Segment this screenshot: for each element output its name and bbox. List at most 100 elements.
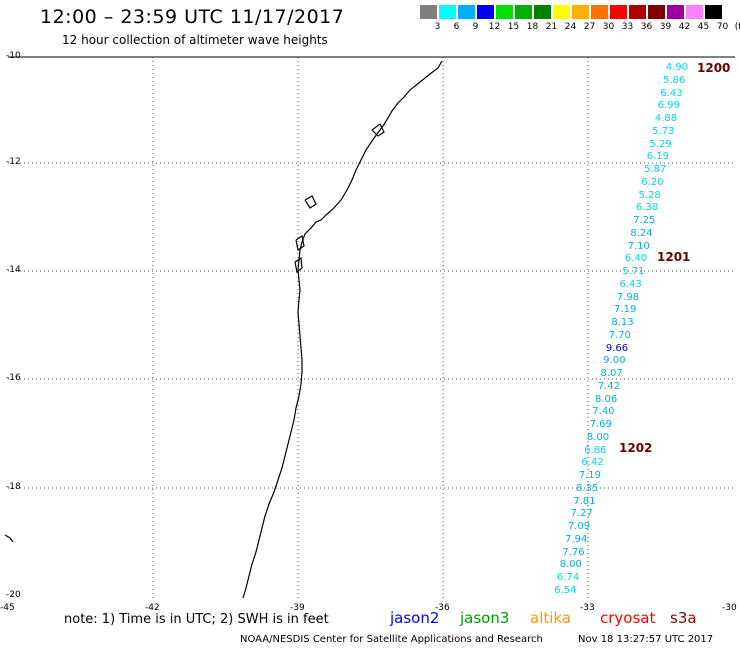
wave-height-value: 7.81 xyxy=(573,495,596,507)
satellite-s3a: s3a xyxy=(670,609,697,627)
wave-height-value: 7.19 xyxy=(578,470,601,481)
scale-swatch xyxy=(610,5,627,19)
wave-height-value: 8.06 xyxy=(595,393,618,405)
wave-height-value: 5.86 xyxy=(663,74,686,86)
satellite-cryosat: cryosat xyxy=(600,609,656,627)
wave-height-value: 8.35 xyxy=(575,482,599,494)
map-subtitle: 12 hour collection of altimeter wave hei… xyxy=(62,33,328,47)
credit-line: NOAA/NESDIS Center for Satellite Applica… xyxy=(240,634,543,645)
scale-label: 15 xyxy=(507,22,520,32)
wave-height-value: 7.09 xyxy=(567,521,591,532)
pass-label: 1200 xyxy=(697,61,731,75)
wave-height-value: 5.28 xyxy=(638,189,661,201)
scale-swatch xyxy=(534,5,551,19)
x-label: -45 xyxy=(0,603,15,613)
wave-height-value: 7.98 xyxy=(616,291,640,303)
wave-height-value: 7.27 xyxy=(570,508,593,520)
wave-height-value: 8.07 xyxy=(600,368,623,379)
wave-height-value: 6.20 xyxy=(641,176,664,188)
scale-label: 45 xyxy=(697,22,710,32)
scale-swatch xyxy=(458,5,475,19)
wave-height-value: 8.00 xyxy=(586,431,610,443)
y-label: -16 xyxy=(6,373,21,383)
scale-swatch xyxy=(686,5,703,19)
satellite-altika: altika xyxy=(530,609,572,627)
wave-height-value: 6.40 xyxy=(624,253,648,265)
wave-height-value: 6.54 xyxy=(554,584,577,596)
footnote: note: 1) Time is in UTC; 2) SWH is in fe… xyxy=(64,612,329,627)
wave-height-value: 6.42 xyxy=(581,457,604,469)
scale-swatch xyxy=(420,5,437,19)
wave-height-value: 4.88 xyxy=(654,113,678,124)
y-label: -18 xyxy=(6,482,21,492)
x-label: -42 xyxy=(145,603,160,613)
wave-height-value: 6.43 xyxy=(660,87,683,99)
wave-height-value: 7.76 xyxy=(562,546,585,558)
wave-height-value: 7.42 xyxy=(597,380,620,392)
wave-height-value: 8.13 xyxy=(611,317,634,328)
scale-swatch xyxy=(705,5,722,19)
x-label: -33 xyxy=(580,603,595,613)
map-title: 12:00 – 23:59 UTC 11/17/2017 xyxy=(40,6,345,28)
y-label: -20 xyxy=(6,590,21,600)
scale-swatch xyxy=(667,5,684,19)
wave-height-value: 5.87 xyxy=(643,164,667,175)
wave-height-value: 9.66 xyxy=(605,342,629,354)
wave-height-value: 6.38 xyxy=(635,202,659,214)
scale-label: 30 xyxy=(602,22,615,32)
scale-label: 42 xyxy=(678,22,691,32)
wave-height-value: 5.29 xyxy=(649,138,672,150)
scale-label: 3 xyxy=(434,22,441,32)
scale-label: 27 xyxy=(583,22,596,32)
scale-swatch xyxy=(439,5,456,19)
wave-height-value: 6.43 xyxy=(619,278,642,290)
x-label: -39 xyxy=(290,603,305,613)
wave-height-value: 7.69 xyxy=(589,419,612,430)
scale-swatch xyxy=(648,5,665,19)
wave-height-value: 8.00 xyxy=(559,559,582,571)
scale-swatch xyxy=(515,5,532,19)
y-label: -14 xyxy=(6,265,21,275)
scale-label: 24 xyxy=(564,22,577,32)
scale-label: 6 xyxy=(453,22,460,32)
wave-height-value: 7.70 xyxy=(608,329,631,341)
wave-height-value: 5.71 xyxy=(622,266,645,277)
scale-label: 21 xyxy=(545,22,558,32)
wave-height-value: 6.86 xyxy=(584,444,607,456)
scale-label: 12 xyxy=(488,22,501,32)
scale-swatch xyxy=(629,5,646,19)
scale-swatch xyxy=(477,5,494,19)
y-label: -10 xyxy=(6,51,21,61)
wave-height-value: 6.99 xyxy=(657,100,680,112)
scale-label: 9 xyxy=(472,22,479,32)
wave-height-value: 4.90 xyxy=(665,62,688,73)
satellite-jason3: jason3 xyxy=(460,609,510,627)
scale-label: 33 xyxy=(621,22,634,32)
scale-swatch xyxy=(496,5,513,19)
wave-height-value: 9.00 xyxy=(603,355,626,367)
scale-label: (ft) xyxy=(734,22,740,32)
scale-label: 36 xyxy=(640,22,653,32)
wave-height-value: 6.19 xyxy=(646,151,669,163)
satellite-jason2: jason2 xyxy=(390,609,440,627)
coastline xyxy=(4,60,443,599)
scale-label: 39 xyxy=(659,22,672,32)
y-label: -12 xyxy=(6,157,21,167)
wave-height-value: 7.40 xyxy=(592,406,615,418)
x-label: -30 xyxy=(722,603,737,613)
scale-swatch xyxy=(572,5,589,19)
wave-height-value: 7.25 xyxy=(633,215,656,226)
wave-height-value: 6.74 xyxy=(556,572,580,583)
x-label: -36 xyxy=(435,603,450,613)
scale-swatch xyxy=(553,5,570,19)
wave-height-value: 5.73 xyxy=(652,125,675,137)
generated-timestamp: Nov 18 13:27:57 UTC 2017 xyxy=(578,634,714,645)
wave-height-value: 8.24 xyxy=(630,227,653,239)
wave-height-value: 7.94 xyxy=(565,533,588,545)
scale-label: 18 xyxy=(526,22,539,32)
scale-swatch xyxy=(591,5,608,19)
pass-label: 1201 xyxy=(657,250,691,264)
pass-label: 1202 xyxy=(619,441,653,455)
scale-label: 70 xyxy=(716,22,729,32)
